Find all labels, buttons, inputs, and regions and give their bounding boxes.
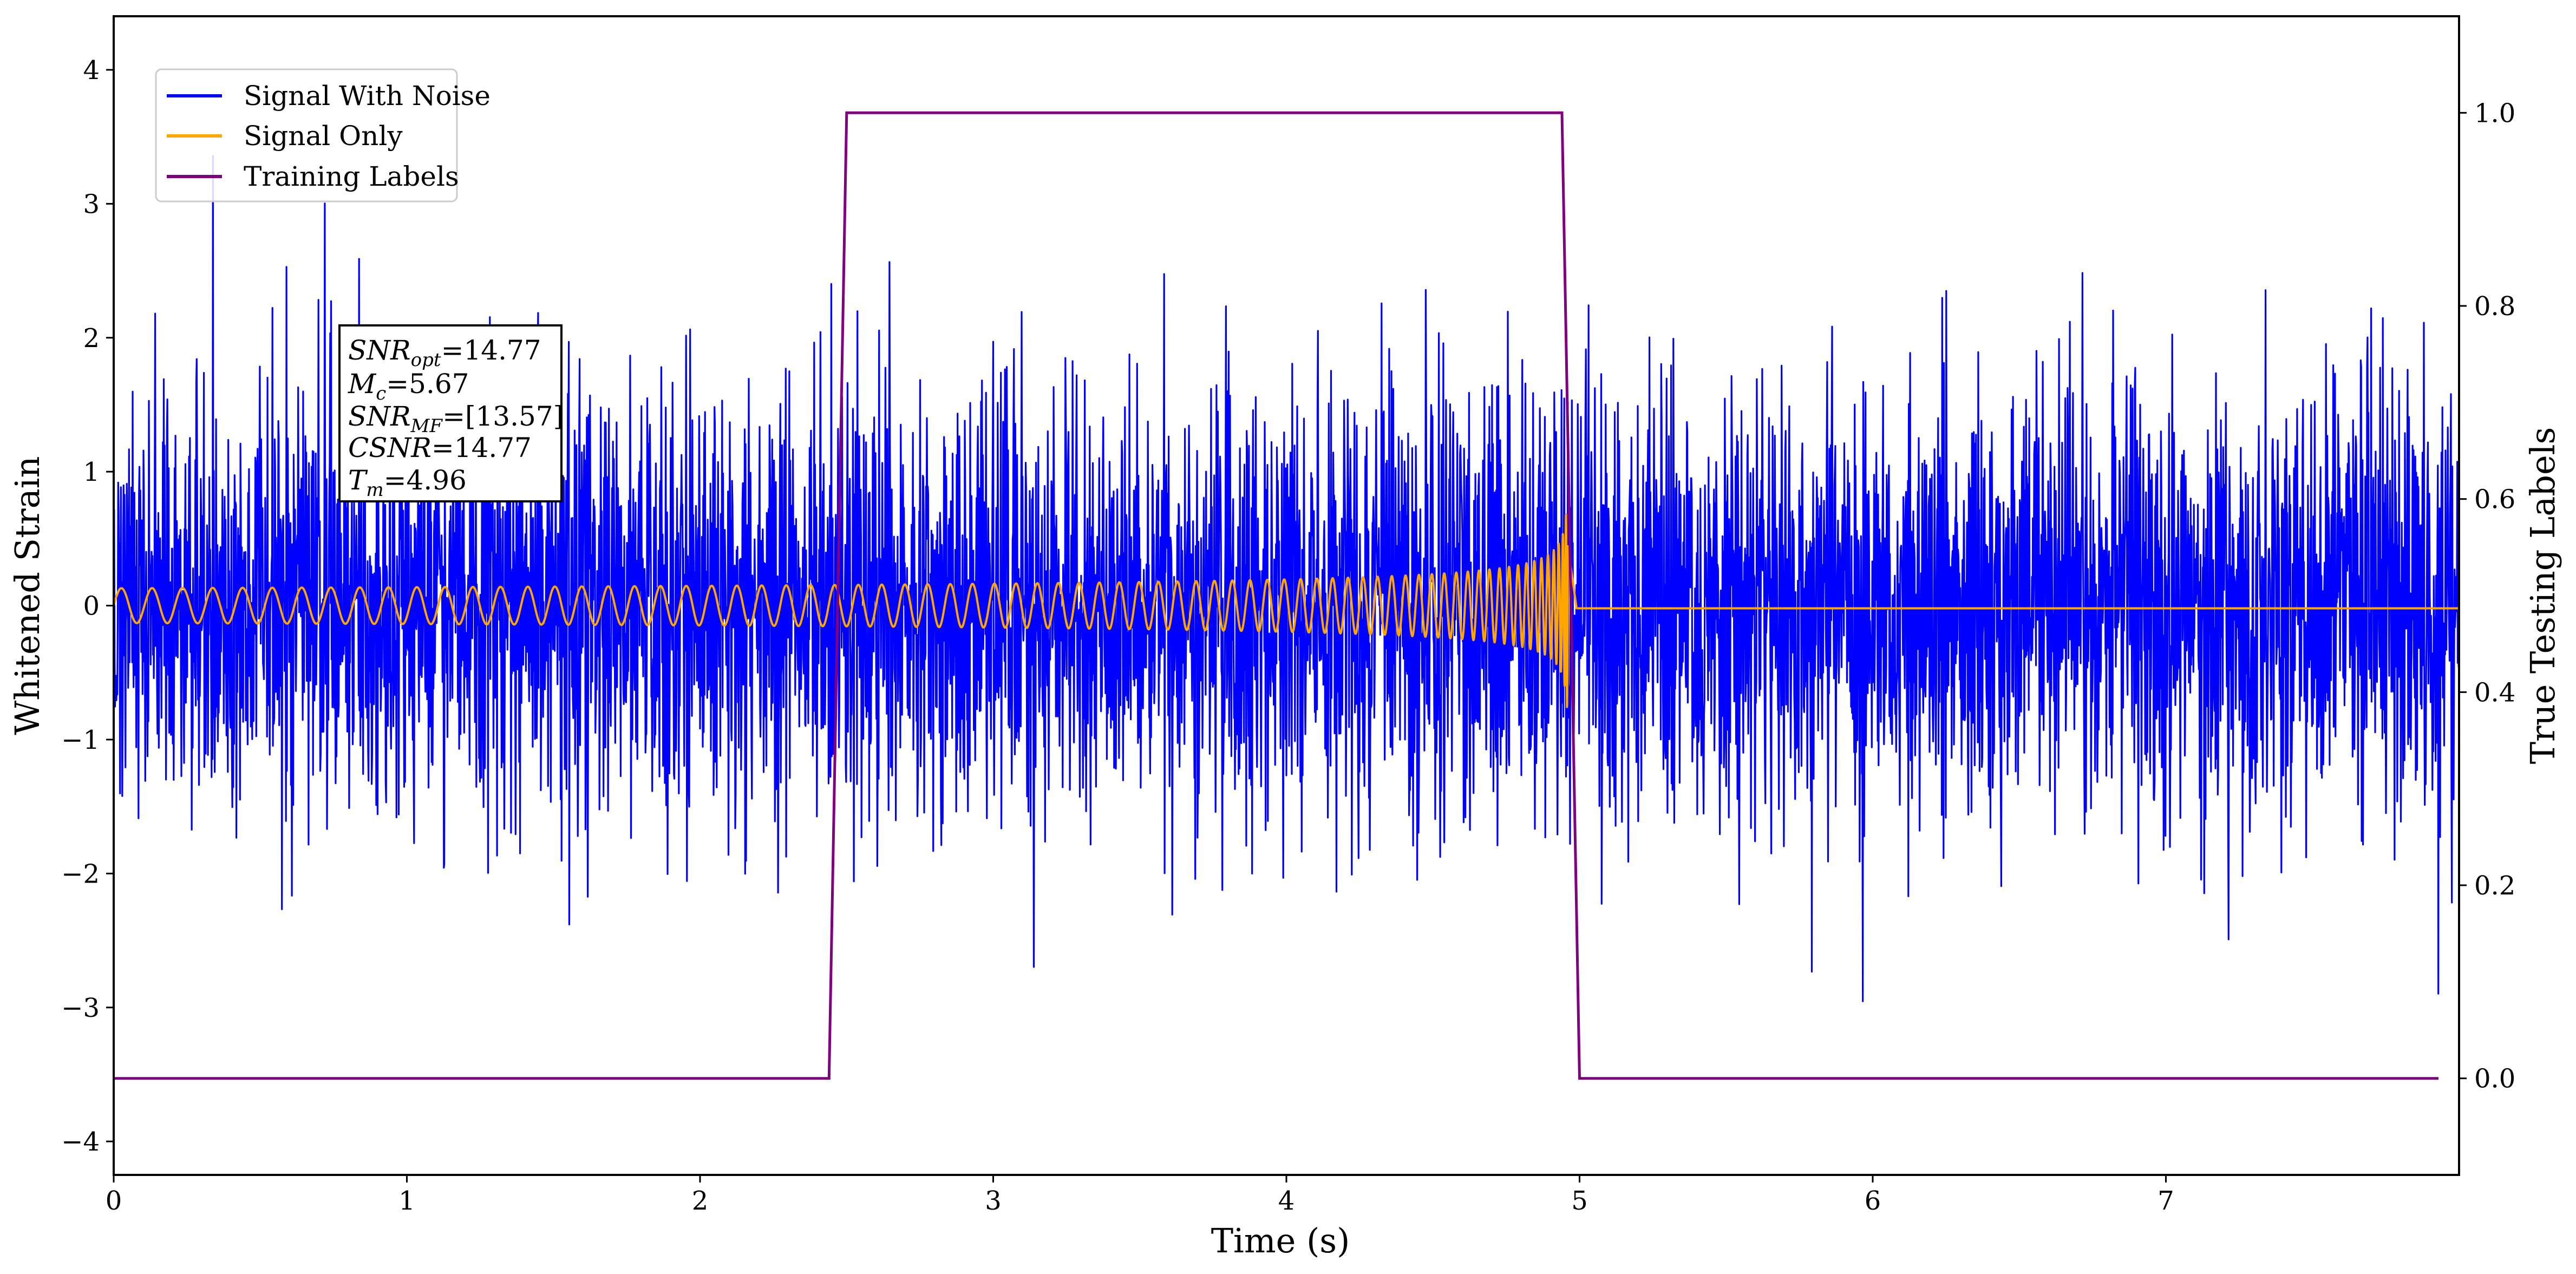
- y-right-tick-label: 0.4: [2474, 677, 2515, 708]
- x-tick-label: 1: [398, 1186, 415, 1216]
- annotation-snr-opt: SNRopt=14.77: [348, 335, 541, 371]
- y-axis-title: Whitened Strain: [8, 456, 47, 735]
- y-tick-label: −4: [61, 1127, 100, 1157]
- y-tick-label: 3: [83, 189, 100, 219]
- y-tick-label: 2: [83, 323, 100, 354]
- x-tick-label: 5: [1571, 1186, 1588, 1216]
- x-axis: 0 1 2 3 4 5 6 7: [106, 1175, 2174, 1216]
- legend-label-signal: Signal Only: [244, 120, 403, 152]
- signal-series: [114, 513, 2459, 708]
- y-right-tick-label: 0.6: [2474, 485, 2515, 515]
- y-right-tick-label: 0.0: [2474, 1064, 2515, 1094]
- annotation-csnr: CSNR=14.77: [348, 432, 532, 463]
- legend-box: [155, 68, 458, 202]
- y-tick-label: 1: [83, 457, 100, 487]
- x-tick-label: 0: [106, 1186, 122, 1216]
- y-axis-right-title: True Testing Labels: [2523, 427, 2562, 765]
- signal-line: [114, 513, 2459, 708]
- annotation-snr-mf: SNRMF=[13.57]: [348, 401, 564, 437]
- y-tick-label: 0: [83, 591, 100, 622]
- noise-series: [114, 155, 2459, 1002]
- noise-line: [114, 155, 2459, 1002]
- x-axis-title: Time (s): [1211, 1221, 1350, 1260]
- annotation-mc: Mc=5.67: [348, 368, 469, 404]
- legend-label-noise: Signal With Noise: [244, 80, 491, 112]
- y-axis-right: 0.0 0.2 0.4 0.6 0.8 1.0: [2459, 98, 2515, 1094]
- legend-label-labels: Training Labels: [244, 161, 459, 192]
- annotation-box: SNRopt=14.77 Mc=5.67 SNRMF=[13.57] CSNR=…: [338, 324, 564, 502]
- y-right-tick-label: 1.0: [2474, 98, 2515, 128]
- x-tick-label: 6: [1865, 1186, 1881, 1216]
- y-tick-label: −2: [61, 859, 100, 889]
- y-tick-label: −1: [61, 725, 100, 755]
- y-right-tick-label: 0.8: [2474, 291, 2515, 322]
- training-labels-series: [114, 111, 2439, 1080]
- x-tick-label: 7: [2157, 1186, 2174, 1216]
- y-axis-left: −4 −3 −2 −1 0 1 2 3 4: [61, 55, 114, 1157]
- annotation-tm: Tm=4.96: [348, 465, 467, 501]
- annotation-frame: [338, 324, 563, 502]
- y-tick-label: −3: [61, 993, 100, 1023]
- legend: Signal With Noise Signal Only Training L…: [155, 68, 491, 202]
- y-tick-label: 4: [83, 55, 100, 86]
- x-tick-label: 4: [1278, 1186, 1295, 1216]
- x-tick-label: 2: [692, 1186, 709, 1216]
- y-right-tick-label: 0.2: [2474, 871, 2515, 901]
- training-labels-line: [114, 111, 2439, 1080]
- x-tick-label: 3: [985, 1186, 1002, 1216]
